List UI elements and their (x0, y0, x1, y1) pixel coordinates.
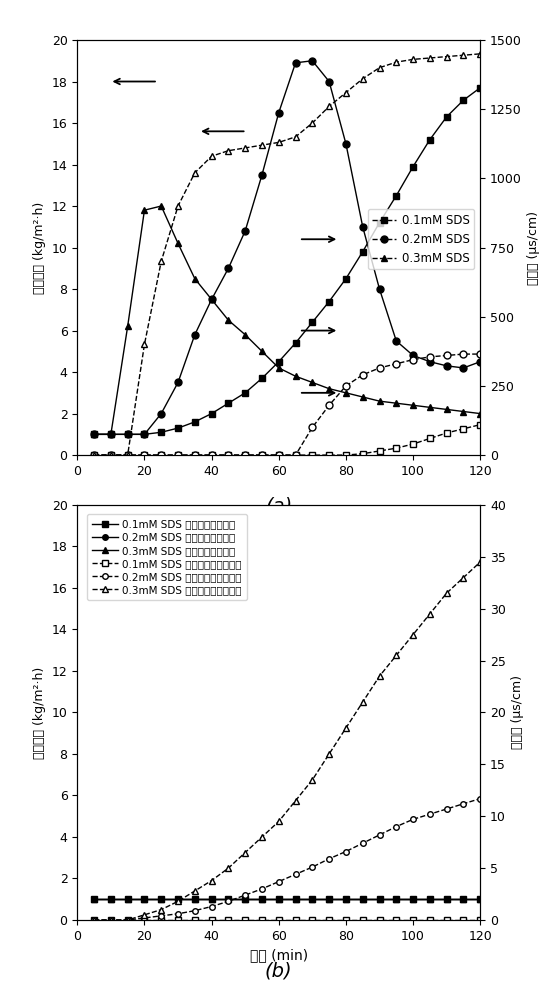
X-axis label: 时间 (min): 时间 (min) (250, 948, 308, 962)
Legend: 0.1mM SDS, 0.2mM SDS, 0.3mM SDS: 0.1mM SDS, 0.2mM SDS, 0.3mM SDS (368, 209, 474, 269)
Y-axis label: 电导率 (μs/cm): 电导率 (μs/cm) (511, 675, 524, 749)
Y-axis label: 电导率 (μs/cm): 电导率 (μs/cm) (527, 211, 540, 285)
Y-axis label: 膜比通量 (kg/m²·h): 膜比通量 (kg/m²·h) (33, 666, 46, 759)
Y-axis label: 膜比通量 (kg/m²·h): 膜比通量 (kg/m²·h) (33, 201, 46, 294)
Legend: 0.1mM SDS 改性超疏水膜通量, 0.2mM SDS 改性超疏水膜通量, 0.3mM SDS 改性超疏水膜通量, 0.1mM SDS 改性超疏水膜电导率,: 0.1mM SDS 改性超疏水膜通量, 0.2mM SDS 改性超疏水膜通量, … (87, 514, 247, 600)
Text: (b): (b) (265, 962, 293, 981)
Text: (a): (a) (265, 497, 293, 516)
